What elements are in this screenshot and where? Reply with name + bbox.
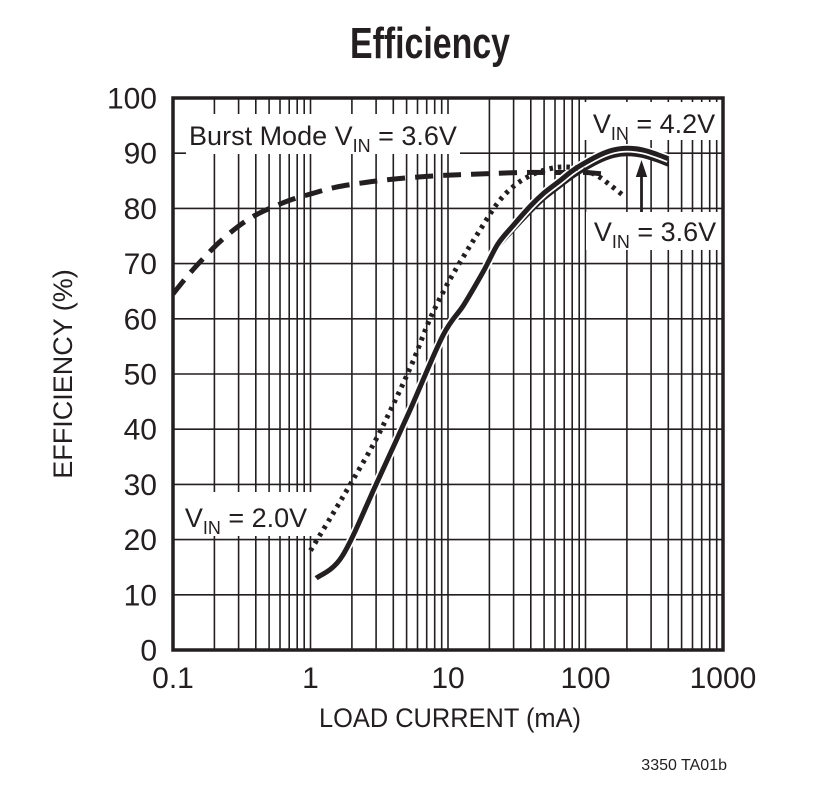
y-tick-label: 30	[124, 469, 157, 502]
vin-4v2-label-bg	[584, 102, 723, 140]
curves	[173, 143, 670, 582]
y-tick-label: 50	[124, 359, 157, 392]
annotation-burst-mode: Burst Mode VIN = 3.6V	[189, 121, 457, 156]
tick-labels: 0.1 1 10 100 1000 0 10 20 30 40 50 60 70 80 90 100	[107, 83, 756, 696]
vin-2v0-label-bg	[176, 492, 316, 536]
curve-burst-mode-3v6	[173, 169, 610, 296]
footer-code: 3350 TA01b	[641, 757, 727, 774]
y-tick-label: 70	[124, 248, 157, 281]
annotation-vin-2v0-sub: IN	[203, 518, 221, 538]
y-tick-label: 90	[124, 138, 157, 171]
plot-border	[171, 96, 725, 652]
annotation-backgrounds	[176, 102, 723, 536]
y-tick-label: 60	[124, 303, 157, 336]
y-tick-label: 10	[124, 579, 157, 612]
x-tick-label: 100	[560, 662, 610, 695]
y-tick-label: 100	[107, 83, 157, 116]
y-axis-title: EFFICIENCY (%)	[48, 269, 78, 479]
curve-vin-2v0	[308, 164, 624, 552]
annotation-vin-4v2-pre: V	[593, 109, 611, 139]
annotation-vin-3v6-post: = 3.6V	[630, 217, 716, 247]
x-tick-label: 1	[302, 662, 319, 695]
grid	[173, 98, 723, 650]
annotation-vin-4v2-sub: IN	[611, 124, 629, 144]
annotation-burst-mode-sub: IN	[353, 136, 371, 156]
x-axis-title: LOAD CURRENT (mA)	[319, 703, 581, 733]
x-tick-label: 1000	[690, 662, 757, 695]
chart-title: Efficiency	[350, 19, 510, 68]
annotation-burst-mode-post: = 3.6V	[371, 121, 457, 151]
annotation-vin-2v0: VIN = 2.0V	[185, 503, 307, 538]
annotation-burst-mode-pre: Burst Mode V	[189, 121, 353, 151]
y-tick-label: 80	[124, 193, 157, 226]
annotation-vin-2v0-pre: V	[185, 503, 203, 533]
curve-vin-4v2	[314, 145, 670, 581]
x-tick-label: 0.1	[152, 662, 194, 695]
annotation-vin-4v2-post: = 4.2V	[629, 109, 715, 139]
annotation-vin-4v2: VIN = 4.2V	[593, 109, 715, 144]
arrow-up-icon	[635, 160, 648, 212]
arrow-head	[635, 160, 648, 177]
annotation-vin-3v6-pre: V	[594, 217, 612, 247]
annotation-vin-3v6: VIN = 3.6V	[594, 217, 716, 252]
x-tick-label: 10	[431, 662, 464, 695]
y-tick-label: 40	[124, 414, 157, 447]
annotation-vin-3v6-sub: IN	[612, 232, 630, 252]
annotation-vin-2v0-post: = 2.0V	[221, 503, 307, 533]
vin-3v6-label-bg	[586, 212, 723, 250]
y-tick-label: 0	[140, 635, 157, 668]
y-tick-label: 20	[124, 524, 157, 557]
burst-mode-label-bg	[186, 114, 460, 154]
